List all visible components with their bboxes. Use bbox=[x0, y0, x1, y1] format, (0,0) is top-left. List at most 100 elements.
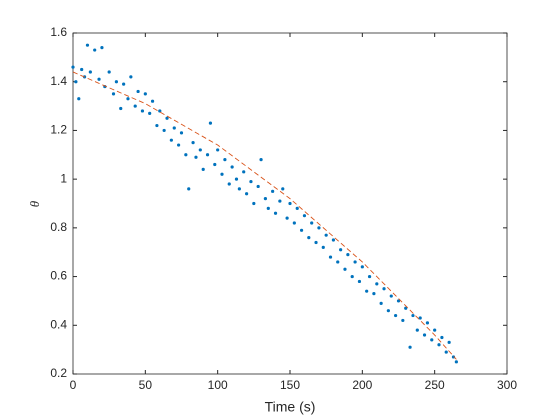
data-point bbox=[394, 313, 398, 318]
data-point bbox=[430, 338, 434, 342]
x-tick-label: 200 bbox=[352, 378, 372, 392]
data-point bbox=[422, 333, 427, 337]
data-point bbox=[343, 267, 347, 271]
data-point bbox=[447, 340, 451, 344]
data-point bbox=[242, 170, 246, 174]
data-point bbox=[437, 343, 441, 347]
data-point bbox=[169, 138, 173, 142]
data-point bbox=[256, 184, 260, 189]
data-point bbox=[328, 255, 333, 259]
data-point bbox=[93, 48, 97, 52]
data-point bbox=[302, 214, 307, 218]
data-point bbox=[288, 201, 292, 206]
data-point bbox=[357, 279, 362, 284]
data-point bbox=[295, 206, 299, 210]
data-point bbox=[114, 80, 118, 84]
data-point bbox=[201, 167, 205, 171]
data-point bbox=[379, 301, 383, 305]
data-point bbox=[191, 141, 195, 145]
y-tick-label: 0.2 bbox=[50, 366, 67, 380]
data-point bbox=[339, 248, 343, 252]
data-point bbox=[249, 179, 253, 184]
data-point bbox=[205, 153, 210, 157]
data-point bbox=[133, 104, 137, 108]
data-point bbox=[230, 165, 234, 169]
data-point bbox=[77, 97, 81, 101]
x-axis-label: Time (s) bbox=[265, 399, 316, 415]
y-axis-label: θ bbox=[27, 200, 42, 207]
y-tick-label: 1 bbox=[60, 171, 67, 185]
x-tick-label: 300 bbox=[497, 378, 517, 392]
data-point bbox=[97, 77, 101, 81]
y-tick-label: 1.6 bbox=[50, 25, 67, 39]
data-point bbox=[194, 155, 198, 159]
data-point bbox=[107, 70, 111, 74]
y-tick-label: 0.6 bbox=[50, 269, 67, 283]
data-point bbox=[122, 82, 126, 86]
data-point bbox=[350, 274, 354, 279]
data-point bbox=[165, 116, 169, 120]
data-point bbox=[150, 99, 155, 103]
data-point bbox=[234, 177, 239, 181]
data-point bbox=[408, 345, 412, 349]
data-point bbox=[245, 192, 249, 196]
data-point bbox=[273, 211, 278, 215]
data-point bbox=[415, 328, 419, 332]
data-point bbox=[285, 216, 289, 220]
data-point bbox=[74, 80, 78, 84]
data-point bbox=[136, 89, 140, 94]
data-point bbox=[444, 350, 448, 354]
x-tick-label: 100 bbox=[208, 378, 228, 392]
data-point bbox=[162, 128, 166, 133]
data-point bbox=[143, 92, 147, 96]
data-point bbox=[187, 187, 191, 191]
data-point bbox=[158, 109, 162, 113]
data-point bbox=[353, 260, 357, 264]
y-tick-label: 0.4 bbox=[50, 317, 67, 331]
data-point bbox=[85, 43, 90, 47]
data-point bbox=[208, 121, 213, 125]
data-point bbox=[454, 360, 458, 364]
data-point bbox=[440, 335, 444, 340]
data-point bbox=[389, 294, 393, 298]
data-point bbox=[372, 292, 376, 296]
data-point bbox=[292, 221, 296, 225]
data-point bbox=[396, 299, 401, 303]
x-tick-label: 0 bbox=[70, 378, 77, 392]
data-point bbox=[252, 201, 256, 206]
data-point bbox=[140, 109, 145, 113]
data-point bbox=[324, 233, 328, 237]
data-point bbox=[321, 245, 325, 249]
data-point bbox=[278, 199, 282, 203]
data-point bbox=[401, 318, 405, 323]
data-point bbox=[223, 158, 227, 162]
data-point bbox=[281, 187, 285, 191]
data-point bbox=[237, 187, 241, 191]
data-point bbox=[259, 158, 263, 162]
data-point bbox=[433, 328, 437, 332]
y-tick-label: 1.4 bbox=[50, 74, 67, 88]
data-point bbox=[317, 226, 321, 230]
x-tick-label: 250 bbox=[425, 378, 445, 392]
data-point bbox=[386, 309, 390, 313]
data-point bbox=[310, 221, 314, 225]
data-point bbox=[263, 197, 268, 201]
data-point bbox=[80, 67, 84, 72]
y-tick-label: 0.8 bbox=[50, 220, 67, 234]
data-point bbox=[179, 131, 184, 135]
data-point bbox=[451, 355, 456, 359]
data-point bbox=[198, 148, 202, 152]
data-point bbox=[331, 238, 335, 242]
data-point bbox=[266, 206, 270, 210]
data-point bbox=[213, 162, 217, 167]
x-tick-label: 150 bbox=[280, 378, 300, 392]
data-point bbox=[227, 182, 231, 186]
fit-line bbox=[72, 71, 457, 360]
data-point bbox=[360, 265, 364, 269]
data-point bbox=[425, 321, 430, 325]
data-point bbox=[148, 111, 152, 115]
data-point bbox=[100, 46, 104, 50]
data-point bbox=[314, 240, 318, 245]
data-point bbox=[367, 274, 372, 279]
